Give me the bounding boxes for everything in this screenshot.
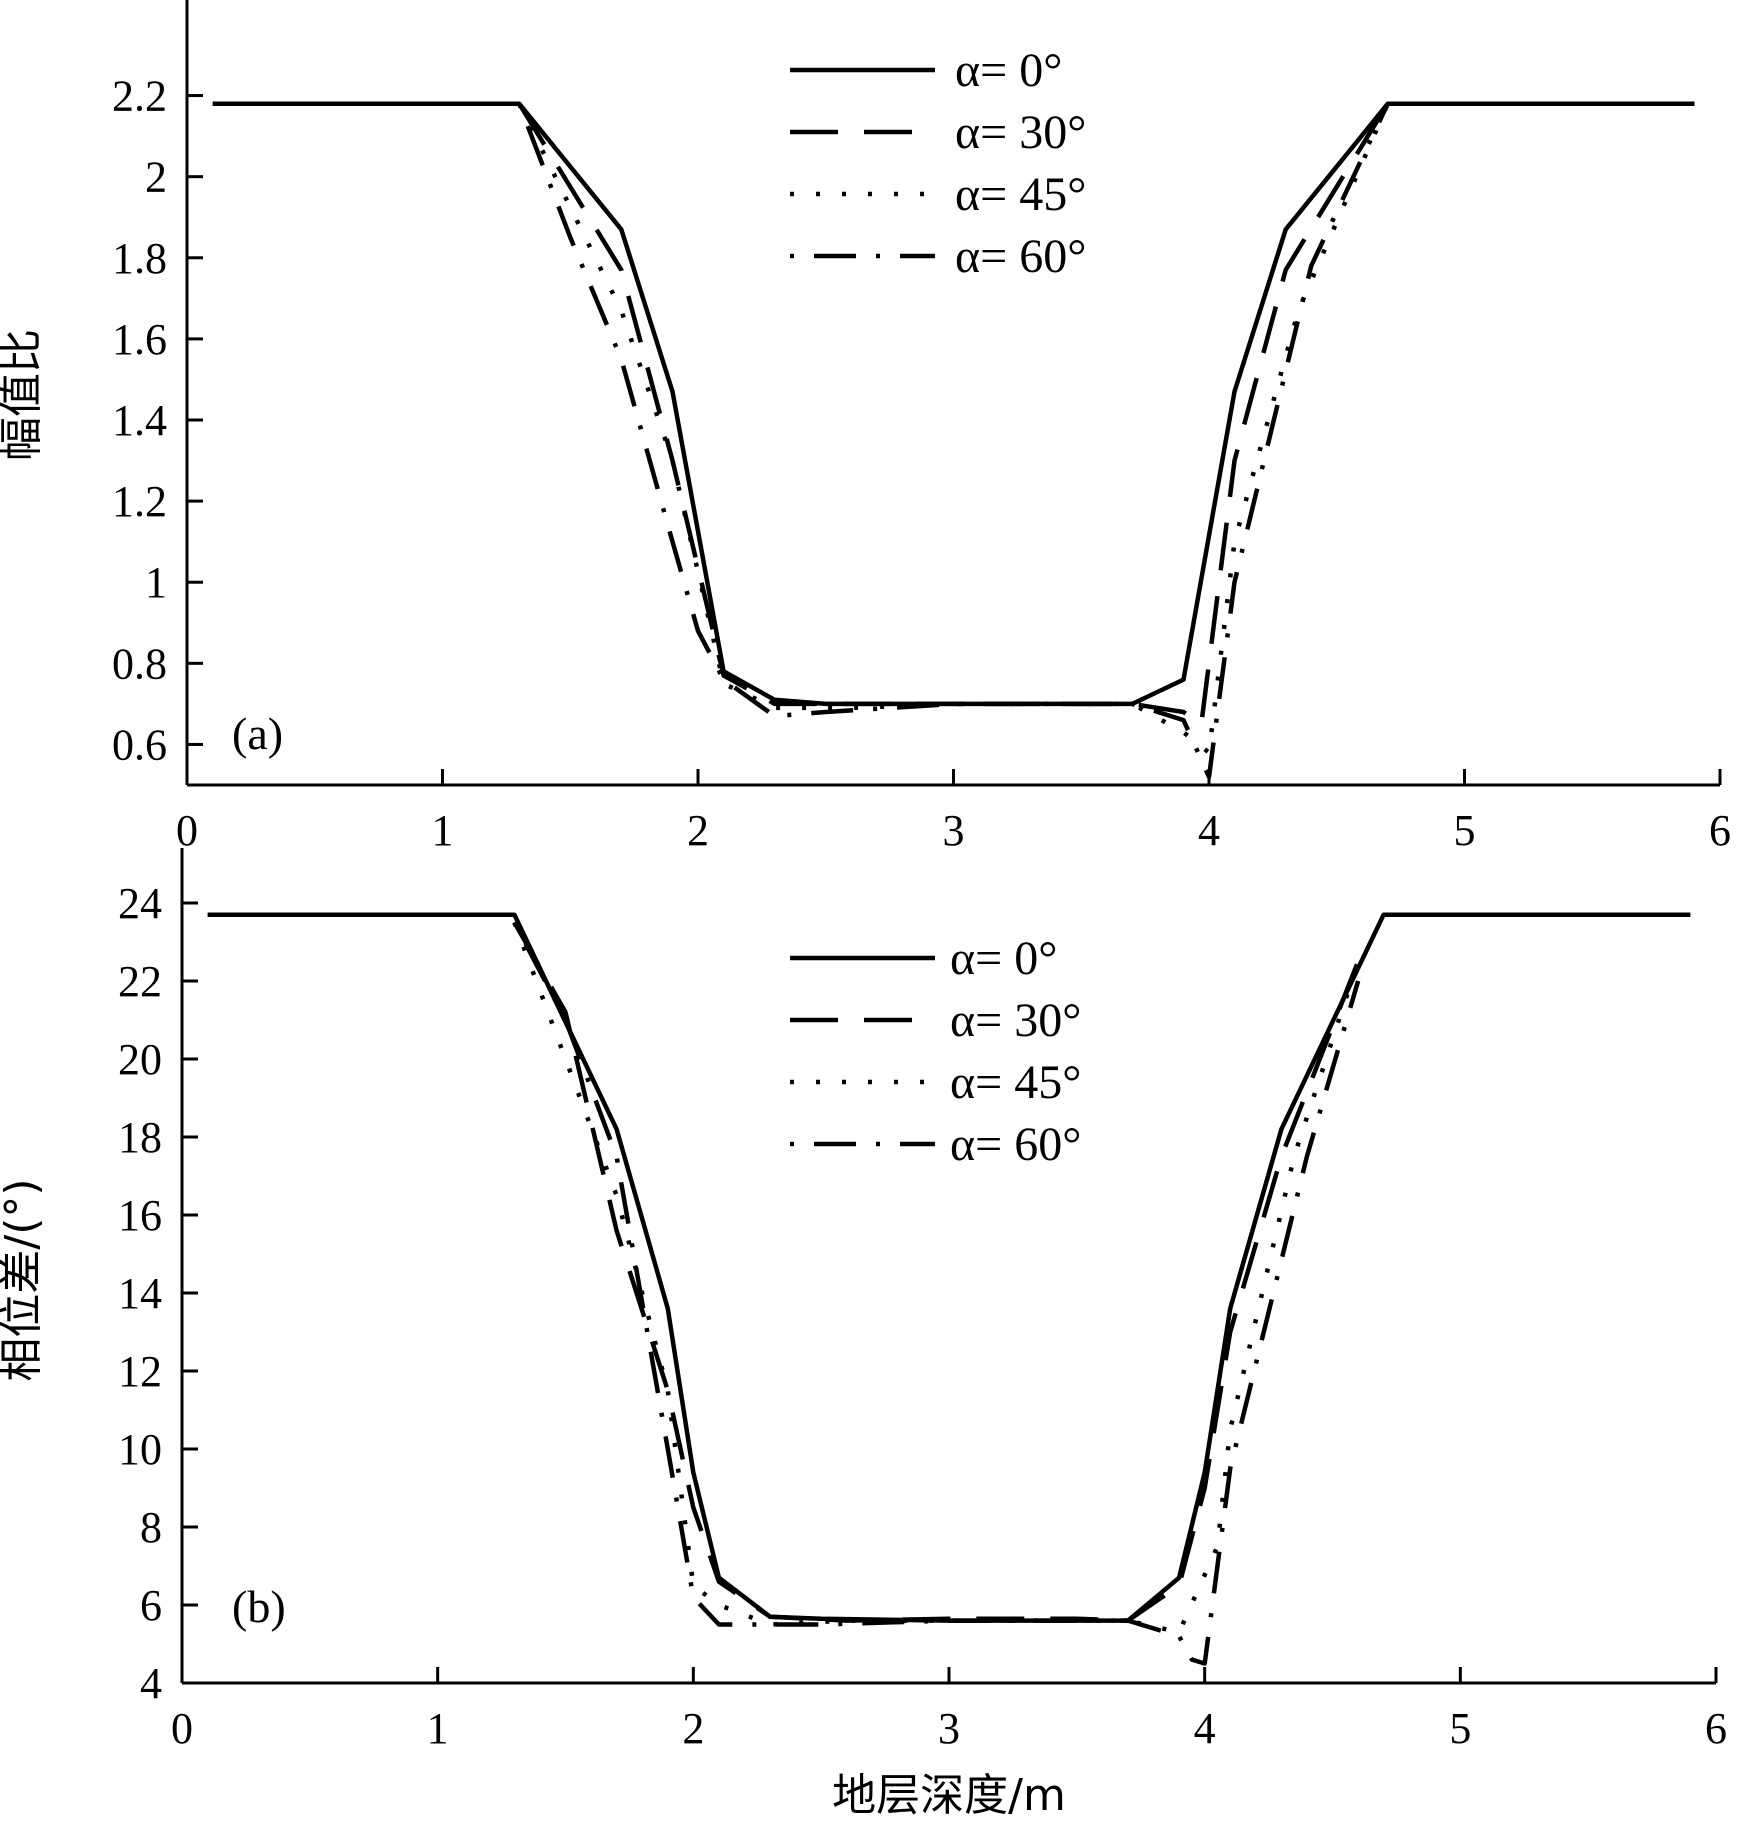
legend-entry-label: α= 30°: [955, 106, 1086, 159]
x-tick-label: 4: [1194, 1704, 1216, 1753]
x-tick-label: 0: [176, 806, 198, 855]
x-tick-label: 3: [943, 806, 965, 855]
x-tick-label: 5: [1454, 806, 1476, 855]
series-line-1: [212, 101, 1695, 707]
y-tick-label: 8: [140, 1503, 162, 1552]
y-tick-label: 6: [140, 1581, 162, 1630]
x-tick-label: 3: [938, 1704, 960, 1753]
y-tick-label: 14: [118, 1269, 162, 1318]
y-tick-label: 1: [145, 558, 167, 607]
panel-label: (b): [232, 1581, 286, 1632]
x-tick-label: 1: [427, 1704, 449, 1753]
x-axis-title: 地层深度/m: [832, 1770, 1066, 1821]
x-tick-label: 4: [1198, 806, 1220, 855]
y-tick-label: 12: [118, 1347, 162, 1396]
series-line-3: [512, 921, 1361, 1635]
legend-entry-label: α= 0°: [955, 44, 1062, 97]
x-tick-label: 6: [1705, 1704, 1727, 1753]
legend-entry-label: α= 60°: [955, 230, 1086, 283]
y-tick-label: 1.2: [112, 477, 167, 526]
legend-entry-label: α= 60°: [950, 1118, 1081, 1171]
y-tick-label: 22: [118, 957, 162, 1006]
y-tick-label: 2: [145, 153, 167, 202]
legend-entry-label: α= 45°: [950, 1056, 1081, 1109]
y-tick-label: 0.8: [112, 639, 167, 688]
y-tick-label: 1.4: [112, 396, 167, 445]
legend-entry-label: α= 0°: [950, 932, 1057, 985]
series-line-3: [517, 102, 1390, 755]
series-line-1: [207, 912, 1691, 1623]
series-line-4: [512, 921, 1361, 1666]
y-tick-label: 1.6: [112, 315, 167, 364]
y-axis-title: 相位差/(°): [0, 1178, 47, 1381]
panel-b-phase-difference-chart: 0 1 2 3 4 5 64681012141618202224相位差/(°)地层深度/m(…: [0, 848, 1727, 1821]
series-line-4: [517, 102, 1390, 780]
panel-a-amplitude-ratio-chart: 0 1 2 3 4 5 6 0.6 0.8 1 1.2 1.4 1.6 1.8 2 2.2 幅值比 (a) α= 0…: [0, 0, 1731, 855]
y-tick-label: 2.2: [112, 72, 167, 121]
y-tick-label: 18: [118, 1113, 162, 1162]
x-tick-label: 2: [682, 1704, 704, 1753]
series-line-2: [517, 102, 1390, 727]
y-tick-label: 1.8: [112, 234, 167, 283]
x-tick-label: 5: [1449, 1704, 1471, 1753]
legend-entry-label: α= 30°: [950, 994, 1081, 1047]
y-tick-label: 24: [118, 879, 162, 928]
series-line-2: [512, 921, 1361, 1623]
y-tick-label: 4: [140, 1659, 162, 1708]
x-tick-label: 1: [432, 806, 454, 855]
x-tick-label: 2: [687, 806, 709, 855]
y-tick-label: 20: [118, 1035, 162, 1084]
x-tick-label: 0: [171, 1704, 193, 1753]
legend-entry-label: α= 45°: [955, 168, 1086, 221]
y-axis-title: 幅值比: [0, 329, 47, 461]
x-tick-label: 6: [1709, 806, 1731, 855]
y-tick-label: 16: [118, 1191, 162, 1240]
y-tick-label: 0.6: [112, 720, 167, 769]
y-tick-label: 10: [118, 1425, 162, 1474]
panel-label: (a): [232, 708, 283, 759]
